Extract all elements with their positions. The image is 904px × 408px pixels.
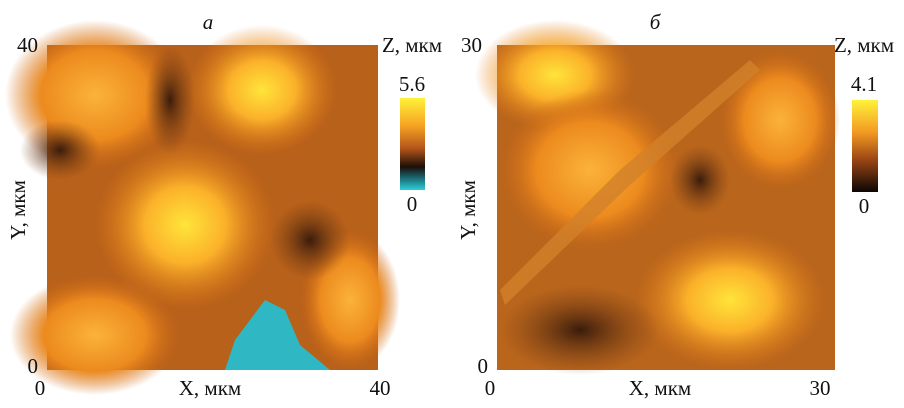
afm-image-a [5, 20, 400, 395]
y-tick-label: 0 [478, 354, 489, 378]
x-axis-label: X, мкм [179, 376, 241, 400]
x-tick-label: 30 [810, 376, 831, 400]
colorbar-a [400, 98, 425, 190]
colorbar-title: Z, мкм [382, 33, 442, 57]
afm-image-b [475, 20, 840, 375]
x-tick-label: 0 [35, 376, 46, 400]
y-tick-label: 0 [28, 354, 39, 378]
figure: а Z, мкм 5.6 0 40 0 0 40 X, мкм Y, мкм б… [0, 0, 904, 403]
colorbar-b [852, 100, 878, 192]
y-tick-label: 40 [17, 33, 38, 57]
colorbar-max: 4.1 [851, 72, 877, 96]
colorbar-max: 5.6 [399, 72, 425, 96]
panel-label: а [203, 10, 214, 34]
x-tick-label: 0 [485, 376, 496, 400]
colorbar-title: Z, мкм [834, 33, 894, 57]
y-axis-label: Y, мкм [6, 180, 30, 240]
x-tick-label: 40 [370, 376, 391, 400]
y-axis-label: Y, мкм [456, 180, 480, 240]
y-tick-label: 30 [461, 33, 482, 57]
colorbar-min: 0 [407, 192, 418, 216]
colorbar-min: 0 [859, 194, 870, 218]
x-axis-label: X, мкм [629, 376, 691, 400]
panel-label: б [650, 10, 662, 34]
